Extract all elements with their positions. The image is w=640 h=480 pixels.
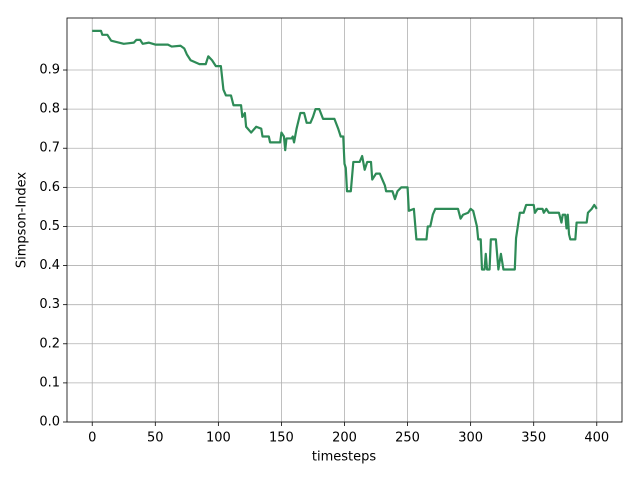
y-tick-label: 0.8 bbox=[39, 102, 60, 117]
y-axis-label: Simpson-Index bbox=[15, 172, 30, 269]
y-tick-label: 0.6 bbox=[39, 180, 60, 195]
y-tick-label: 0.3 bbox=[39, 297, 60, 312]
y-tick-label: 0.7 bbox=[39, 141, 60, 156]
x-axis-label: timesteps bbox=[312, 450, 376, 465]
y-tick-label: 0.2 bbox=[39, 336, 60, 351]
x-tick-label: 100 bbox=[206, 431, 231, 446]
x-tick-label: 50 bbox=[147, 431, 164, 446]
y-tick-label: 0.4 bbox=[39, 258, 60, 273]
x-tick-label: 200 bbox=[332, 431, 357, 446]
x-tick-label: 400 bbox=[584, 431, 609, 446]
x-tick-label: 250 bbox=[395, 431, 420, 446]
x-tick-label: 150 bbox=[269, 431, 294, 446]
x-tick-label: 300 bbox=[458, 431, 483, 446]
y-tick-label: 0.5 bbox=[39, 219, 60, 234]
plot-frame bbox=[66, 17, 623, 423]
data-line bbox=[92, 29, 598, 271]
x-tick-label: 0 bbox=[88, 431, 96, 446]
y-tick-label: 0.9 bbox=[39, 63, 60, 78]
y-tick-label: 0.1 bbox=[39, 375, 60, 390]
y-tick-label: 0.0 bbox=[39, 415, 60, 430]
x-tick-label: 350 bbox=[521, 431, 546, 446]
